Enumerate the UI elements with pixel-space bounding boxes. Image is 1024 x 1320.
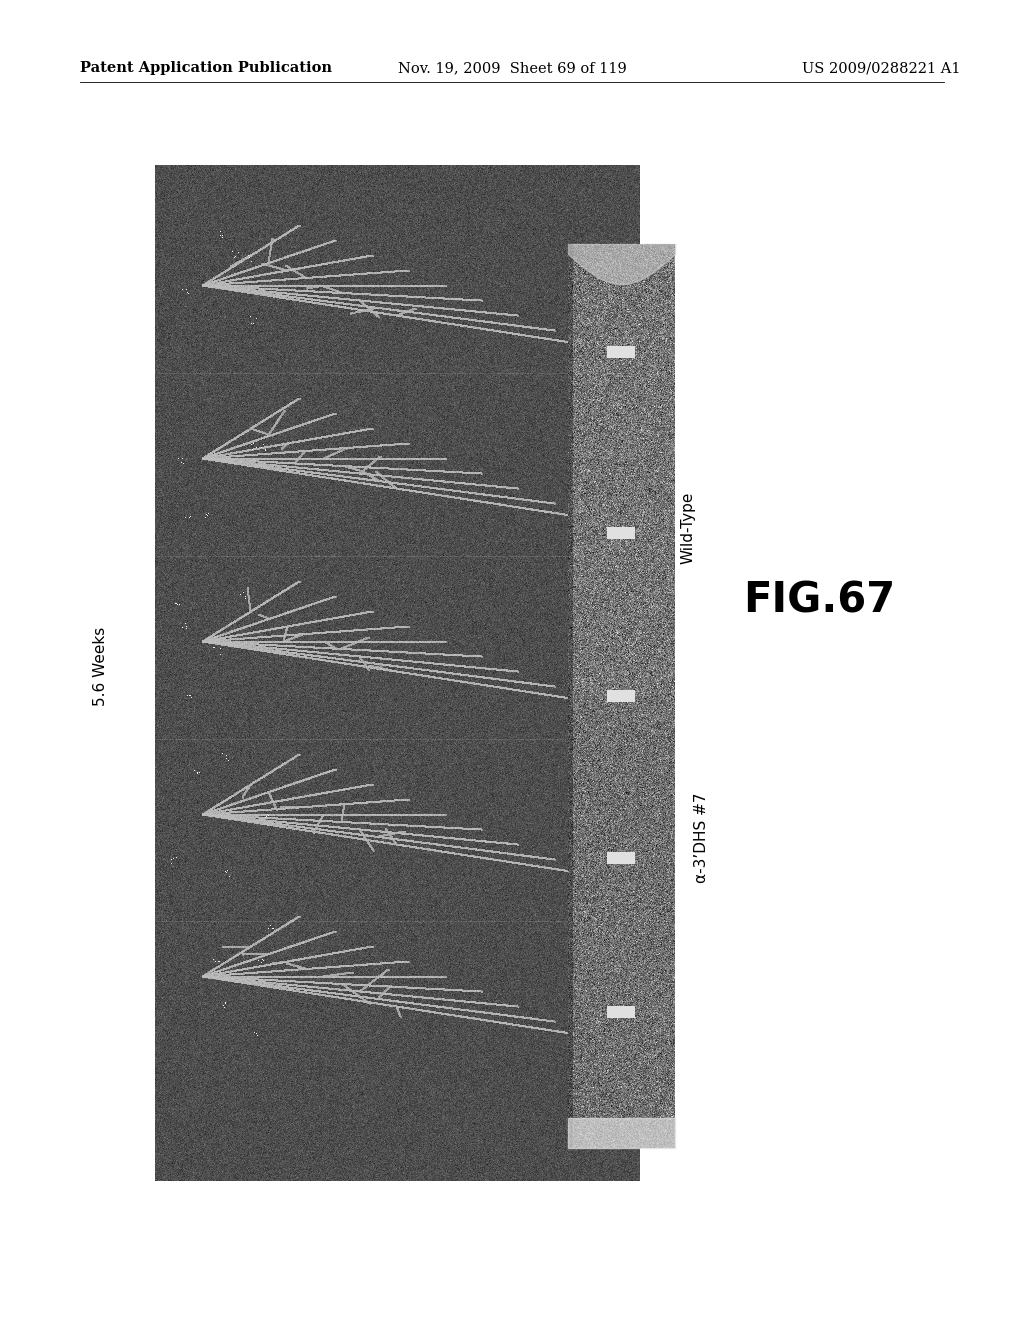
Text: US 2009/0288221 A1: US 2009/0288221 A1 [802,61,961,75]
Polygon shape [568,165,630,1181]
Text: α-3’DHS #7: α-3’DHS #7 [694,793,709,883]
Text: 5.6 Weeks: 5.6 Weeks [93,627,108,706]
Text: Nov. 19, 2009  Sheet 69 of 119: Nov. 19, 2009 Sheet 69 of 119 [397,61,627,75]
Text: Wild-Type: Wild-Type [681,492,695,564]
Text: FIG.67: FIG.67 [743,579,895,622]
Text: Patent Application Publication: Patent Application Publication [80,61,332,75]
